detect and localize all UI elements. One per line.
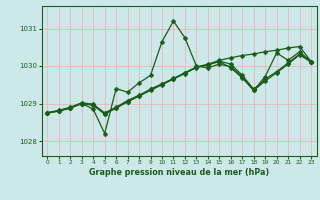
X-axis label: Graphe pression niveau de la mer (hPa): Graphe pression niveau de la mer (hPa)	[89, 168, 269, 177]
